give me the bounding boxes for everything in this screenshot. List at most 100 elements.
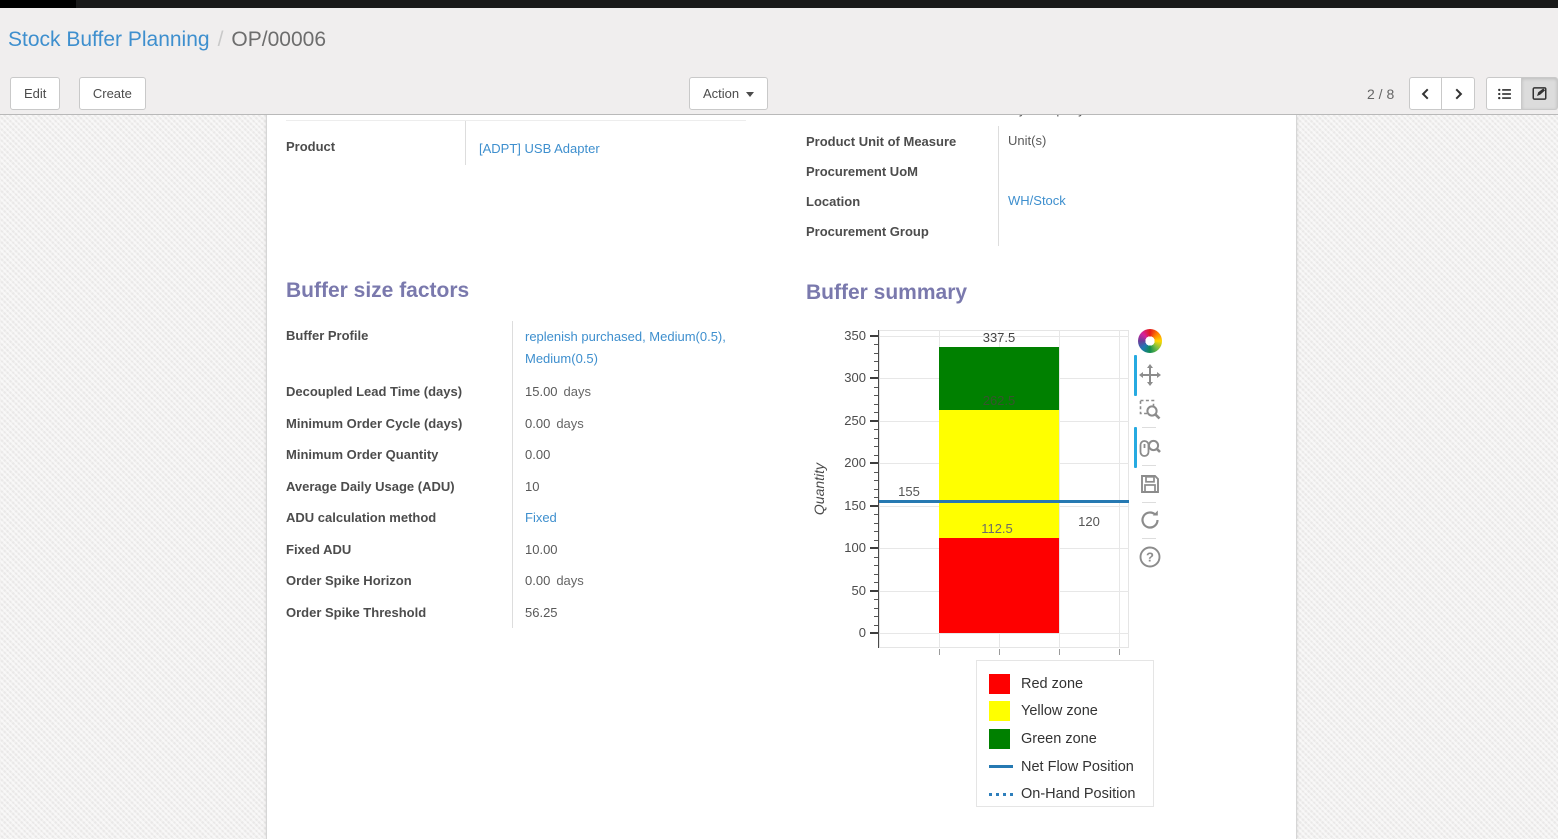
- field-label: Order Spike Horizon: [286, 573, 412, 589]
- y-minor-tick: [874, 480, 879, 482]
- legend-item: Green zone: [977, 725, 1153, 753]
- y-axis-title: Quantity: [811, 462, 827, 516]
- form-sheet: My Company Product [ADPT] USB Adapter Pr…: [266, 115, 1297, 839]
- field-value-link[interactable]: WH/Stock: [1008, 193, 1066, 208]
- active-tool-indicator: [1134, 427, 1137, 468]
- plot-frame: [879, 330, 1129, 648]
- chart-value-label: 262.5: [982, 393, 1016, 409]
- bokeh-logo-icon: [1138, 329, 1162, 353]
- field-row: Location WH/Stock: [806, 186, 1286, 216]
- y-tick-label: 250: [844, 412, 866, 428]
- legend-label: Yellow zone: [1021, 703, 1098, 720]
- toolbar-bokeh-logo[interactable]: [1138, 329, 1162, 353]
- y-major-tick: [870, 462, 879, 465]
- toolbar-save-button[interactable]: [1138, 472, 1162, 496]
- field-value: Unit(s): [1008, 133, 1047, 148]
- y-minor-tick: [874, 361, 879, 363]
- product-field-label: Product: [286, 139, 336, 154]
- field-value-link[interactable]: Fixed: [525, 510, 557, 526]
- breadcrumb-separator: /: [217, 28, 224, 51]
- field-unit: days: [563, 384, 592, 400]
- breadcrumb-parent-link[interactable]: Stock Buffer Planning: [8, 28, 210, 51]
- y-minor-tick: [874, 573, 879, 575]
- field-row: Fixed ADU 10.00: [286, 533, 786, 565]
- y-minor-tick: [874, 352, 879, 354]
- form-view-button[interactable]: [1522, 77, 1558, 110]
- legend-swatch-green: [989, 728, 1010, 749]
- field-row: Buffer Profile replenish purchased, Mediu…: [286, 321, 786, 376]
- form-view-icon: [1532, 87, 1547, 100]
- field-value-link[interactable]: replenish purchased, Medium(0.5), Medium…: [525, 329, 726, 366]
- svg-text:?: ?: [1146, 550, 1154, 565]
- toolbar-box-zoom-button[interactable]: [1138, 397, 1162, 421]
- action-dropdown-button[interactable]: Action: [689, 77, 769, 110]
- field-row: Procurement Group: [806, 216, 1286, 246]
- product-field-group: Product [ADPT] USB Adapter: [286, 120, 746, 165]
- legend-swatch-yellow: [989, 701, 1010, 722]
- pager-next-button[interactable]: [1442, 77, 1475, 110]
- buffer-factors-table: Buffer Profile replenish purchased, Mediu…: [286, 321, 786, 628]
- y-minor-tick: [874, 395, 879, 397]
- y-tick-label: 200: [844, 455, 866, 471]
- gridline-vertical: [1119, 330, 1120, 648]
- y-minor-tick: [874, 607, 879, 609]
- reset-icon: [1141, 510, 1159, 529]
- save-icon: [1141, 475, 1159, 493]
- y-minor-tick: [874, 446, 879, 448]
- field-label: Average Daily Usage (ADU): [286, 478, 455, 494]
- view-switcher: [1486, 77, 1558, 110]
- y-minor-tick: [874, 488, 879, 490]
- pager-previous-button[interactable]: [1409, 77, 1442, 110]
- y-tick-label: 350: [844, 328, 866, 343]
- create-button[interactable]: Create: [78, 77, 146, 110]
- box-zoom-icon: [1139, 399, 1161, 420]
- edit-button[interactable]: Edit: [10, 77, 61, 110]
- y-minor-tick: [874, 565, 879, 567]
- field-label: Minimum Order Quantity: [286, 447, 439, 463]
- toolbar-reset-button[interactable]: [1138, 508, 1162, 532]
- toolbar-pan-button[interactable]: [1138, 363, 1162, 387]
- field-row-product: Product [ADPT] USB Adapter: [286, 121, 746, 165]
- top-menu-segment: [0, 0, 76, 8]
- field-label: Procurement Group: [806, 223, 929, 239]
- y-minor-tick: [874, 582, 879, 584]
- legend-item: On-Hand Position: [977, 780, 1153, 808]
- product-field-value-link[interactable]: [ADPT] USB Adapter: [479, 141, 600, 156]
- legend-line-dotted: [989, 792, 1013, 796]
- y-minor-tick: [874, 369, 879, 371]
- chart-value-label: 337.5: [982, 329, 1016, 345]
- toolbar-help-button[interactable]: ?: [1138, 545, 1162, 569]
- chevron-left-icon: [1421, 88, 1428, 99]
- y-minor-tick: [874, 599, 879, 601]
- list-view-icon: [1497, 88, 1511, 99]
- legend-label: Net Flow Position: [1021, 758, 1134, 775]
- legend-item: Red zone: [977, 670, 1153, 698]
- legend-item: Net Flow Position: [977, 753, 1153, 781]
- y-minor-tick: [874, 344, 879, 346]
- toolbar-separator: [1142, 465, 1156, 466]
- chart-zone-yellow: [939, 410, 1059, 538]
- pager-counter: 2 / 8: [1367, 86, 1395, 102]
- action-dropdown-wrap: Action: [689, 77, 769, 110]
- field-row: Average Daily Usage (ADU) 10: [286, 470, 786, 502]
- toolbar-wheel-zoom-button[interactable]: [1138, 435, 1162, 459]
- y-major-tick: [870, 335, 879, 337]
- y-minor-tick: [874, 497, 879, 499]
- y-minor-tick: [874, 556, 879, 558]
- form-buttons: Edit Create: [10, 77, 146, 110]
- list-view-button[interactable]: [1486, 77, 1522, 110]
- y-minor-tick: [874, 386, 879, 388]
- field-value: 15.00: [525, 384, 558, 400]
- uom-field-group: Product Unit of Measure Unit(s) Procuremen…: [806, 126, 1286, 246]
- y-minor-tick: [874, 412, 879, 414]
- chart-zone-green: [939, 346, 1059, 411]
- y-major-tick: [870, 589, 879, 592]
- field-row: Order Spike Horizon 0.00 days: [286, 565, 786, 597]
- y-tick-label: 150: [844, 497, 866, 513]
- chart-value-label: 112.5: [981, 520, 1013, 536]
- field-row: Decoupled Lead Time (days) 15.00 days: [286, 376, 786, 408]
- y-minor-tick: [874, 514, 879, 516]
- field-label: Order Spike Threshold: [286, 604, 427, 620]
- y-major-tick: [870, 377, 879, 380]
